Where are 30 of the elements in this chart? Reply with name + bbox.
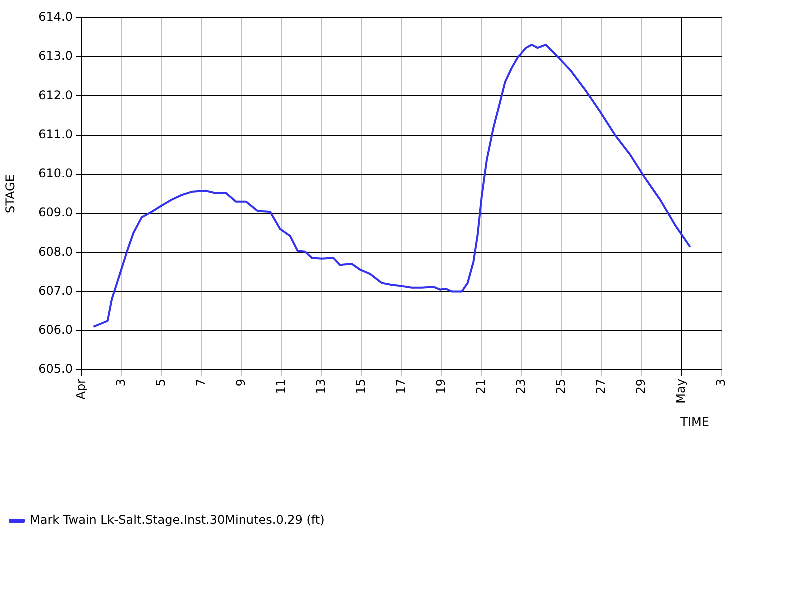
x-tick-label: 27 [594, 379, 608, 394]
y-tick-label: 606.0 [38, 323, 73, 338]
x-tick-label: 3 [714, 379, 728, 387]
x-tick-label: 19 [434, 379, 448, 394]
x-tick-label: 17 [394, 379, 408, 394]
x-axis-title: TIME [680, 415, 710, 430]
x-tick-label: 11 [274, 379, 288, 394]
y-tick-label: 612.0 [38, 88, 73, 102]
y-tick-label: 614.0 [38, 10, 73, 24]
y-tick-label: 608.0 [38, 244, 73, 259]
x-tick-label: 3 [114, 379, 128, 387]
y-tick-label: 613.0 [38, 49, 73, 64]
y-tick-label: 607.0 [38, 284, 73, 298]
y-tick-label: 609.0 [38, 206, 73, 220]
x-tick-label: May [674, 379, 688, 404]
x-tick-label: Apr [74, 378, 88, 400]
y-axis-title: STAGE [3, 174, 18, 214]
x-tick-label: 25 [554, 379, 568, 394]
y-tick-label: 605.0 [38, 362, 73, 376]
x-tick-label: 21 [474, 379, 488, 394]
x-tick-label: 7 [194, 379, 208, 387]
x-tick-label: 23 [514, 379, 528, 394]
x-tick-label: 9 [234, 379, 248, 387]
legend-label: Mark Twain Lk-Salt.Stage.Inst.30Minutes.0.29 (ft) [30, 513, 325, 528]
x-tick-label: 5 [154, 379, 168, 387]
x-tick-label: 13 [314, 379, 328, 394]
y-tick-label: 610.0 [38, 166, 73, 181]
y-tick-label: 611.0 [38, 127, 73, 142]
x-tick-label: 15 [354, 379, 368, 394]
x-tick-label: 29 [634, 379, 648, 394]
